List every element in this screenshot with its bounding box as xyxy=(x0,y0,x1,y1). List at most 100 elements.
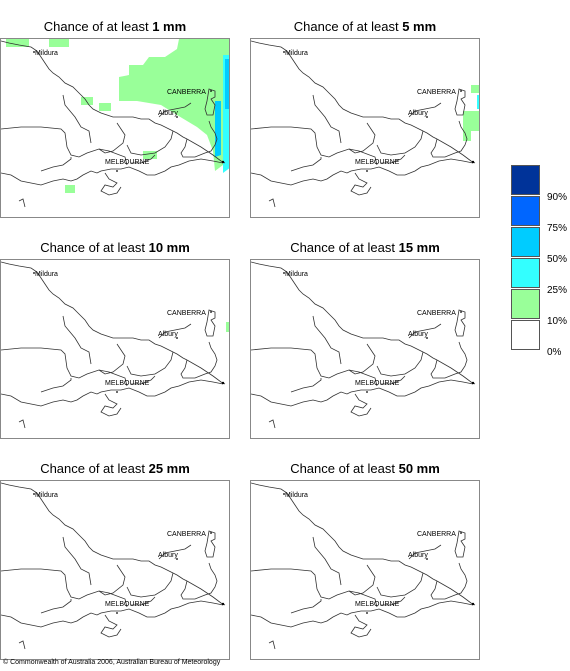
map-boundary-line xyxy=(204,309,216,337)
map-boundary-line xyxy=(62,536,92,586)
city-marker-albury xyxy=(176,116,178,118)
legend-swatch-10 xyxy=(511,289,540,319)
city-label-mildura: Mildura xyxy=(35,492,58,499)
map-boundary-line xyxy=(98,564,126,596)
city-marker-canberra xyxy=(210,311,212,313)
gabo-island-marker xyxy=(471,602,475,606)
map-boundary-line xyxy=(1,261,188,361)
map-boundary-line xyxy=(268,419,276,429)
city-label-albury: Albury xyxy=(408,331,428,338)
map-boundary-line xyxy=(1,600,224,628)
city-marker-canberra xyxy=(210,532,212,534)
city-marker-albury xyxy=(426,116,428,118)
city-marker-canberra xyxy=(460,532,462,534)
rain-probability-area xyxy=(81,97,93,105)
title-amount: 1 mm xyxy=(152,19,187,34)
map-boundary-line xyxy=(40,599,72,614)
map-boundary-line xyxy=(381,596,406,606)
rain-probability-area xyxy=(99,103,111,111)
city-marker-mildura xyxy=(33,272,35,274)
title-amount: 15 mm xyxy=(398,240,440,255)
panel-title: Chance of at least 5 mm xyxy=(250,18,480,36)
city-label-albury: Albury xyxy=(158,552,178,559)
map-boundary-line xyxy=(350,172,372,196)
map-boundary-line xyxy=(126,572,174,598)
city-marker-albury xyxy=(176,558,178,560)
map-boundary-line xyxy=(251,126,378,166)
city-marker-canberra xyxy=(210,90,212,92)
rain-probability-area xyxy=(49,39,69,47)
map-boundary-line xyxy=(436,359,476,385)
city-marker-albury xyxy=(426,558,428,560)
map-boundary-line xyxy=(186,359,226,385)
gabo-island-marker xyxy=(471,160,475,164)
copyright-notice: © Commonwealth of Australia 2006, Austra… xyxy=(3,659,221,666)
map-boundary-line xyxy=(436,580,476,606)
title-prefix: Chance of at least xyxy=(290,240,395,255)
panel-title: Chance of at least 15 mm xyxy=(250,239,480,257)
city-label-albury: Albury xyxy=(408,110,428,117)
map-boundary-line xyxy=(251,40,438,140)
city-marker-mildura xyxy=(283,51,285,53)
map-boundary-line xyxy=(1,40,188,140)
map-boundary-line xyxy=(376,351,424,377)
map-boundary-line xyxy=(1,126,128,166)
map-boundary-line xyxy=(186,580,226,606)
rain-probability-area xyxy=(65,185,75,193)
city-marker-canberra xyxy=(460,311,462,313)
map-boundary-line xyxy=(454,88,466,116)
city-label-albury: Albury xyxy=(158,110,178,117)
title-amount: 50 mm xyxy=(398,461,440,476)
city-label-mildura: Mildura xyxy=(285,50,308,57)
city-label-albury: Albury xyxy=(408,552,428,559)
map-boundary-line xyxy=(131,375,156,385)
map-boundary-line xyxy=(98,343,126,375)
rain-probability-area xyxy=(226,322,229,332)
probability-map-10mm: Mildura CANBERRA Albury MELBOURNE xyxy=(0,259,230,439)
map-boundary-line xyxy=(348,564,376,596)
city-label-canberra: CANBERRA xyxy=(167,310,206,317)
map-boundary-line xyxy=(158,544,192,560)
city-marker-melbourne xyxy=(366,391,368,393)
map-boundary-line xyxy=(348,343,376,375)
map-boundary-line xyxy=(131,596,156,606)
map-boundary-line xyxy=(312,315,342,365)
map-boundary-line xyxy=(1,482,188,582)
city-label-canberra: CANBERRA xyxy=(167,531,206,538)
map-boundary-line xyxy=(98,122,126,154)
panel-title: Chance of at least 25 mm xyxy=(0,460,230,478)
map-boundary-line xyxy=(408,323,442,339)
legend-label-25: 25% xyxy=(547,285,568,296)
map-boundary-line xyxy=(290,378,322,393)
title-prefix: Chance of at least xyxy=(43,19,149,34)
title-amount: 10 mm xyxy=(148,240,190,255)
map-boundary-line xyxy=(290,157,322,172)
map-boundary-line xyxy=(251,347,378,387)
city-label-melbourne: MELBOURNE xyxy=(355,601,400,608)
map-boundary-line xyxy=(158,102,192,118)
rain-probability-area xyxy=(6,39,29,47)
legend-swatch-50 xyxy=(511,227,540,257)
city-label-canberra: CANBERRA xyxy=(417,310,456,317)
map-boundary-line xyxy=(204,88,216,116)
city-label-melbourne: MELBOURNE xyxy=(355,380,400,387)
legend-swatch-25 xyxy=(511,258,540,288)
rain-probability-area xyxy=(477,95,479,109)
map-boundary-line xyxy=(376,130,424,156)
map-boundary-line xyxy=(158,323,192,339)
map-boundary-line xyxy=(251,261,438,361)
title-prefix: Chance of at least xyxy=(293,19,399,34)
legend-label-75: 75% xyxy=(547,223,568,234)
map-boundary-line xyxy=(18,640,26,650)
legend-label-50: 50% xyxy=(547,254,568,265)
map-boundary-line xyxy=(350,614,372,638)
rain-probability-area xyxy=(119,39,229,171)
map-boundary-line xyxy=(100,172,122,196)
city-marker-melbourne xyxy=(116,170,118,172)
map-boundary-line xyxy=(408,544,442,560)
map-boundary-line xyxy=(126,130,174,156)
map-boundary-line xyxy=(18,198,26,208)
map-boundary-line xyxy=(454,309,466,337)
map-boundary-line xyxy=(251,568,378,608)
legend-label-0: 0% xyxy=(547,347,562,358)
